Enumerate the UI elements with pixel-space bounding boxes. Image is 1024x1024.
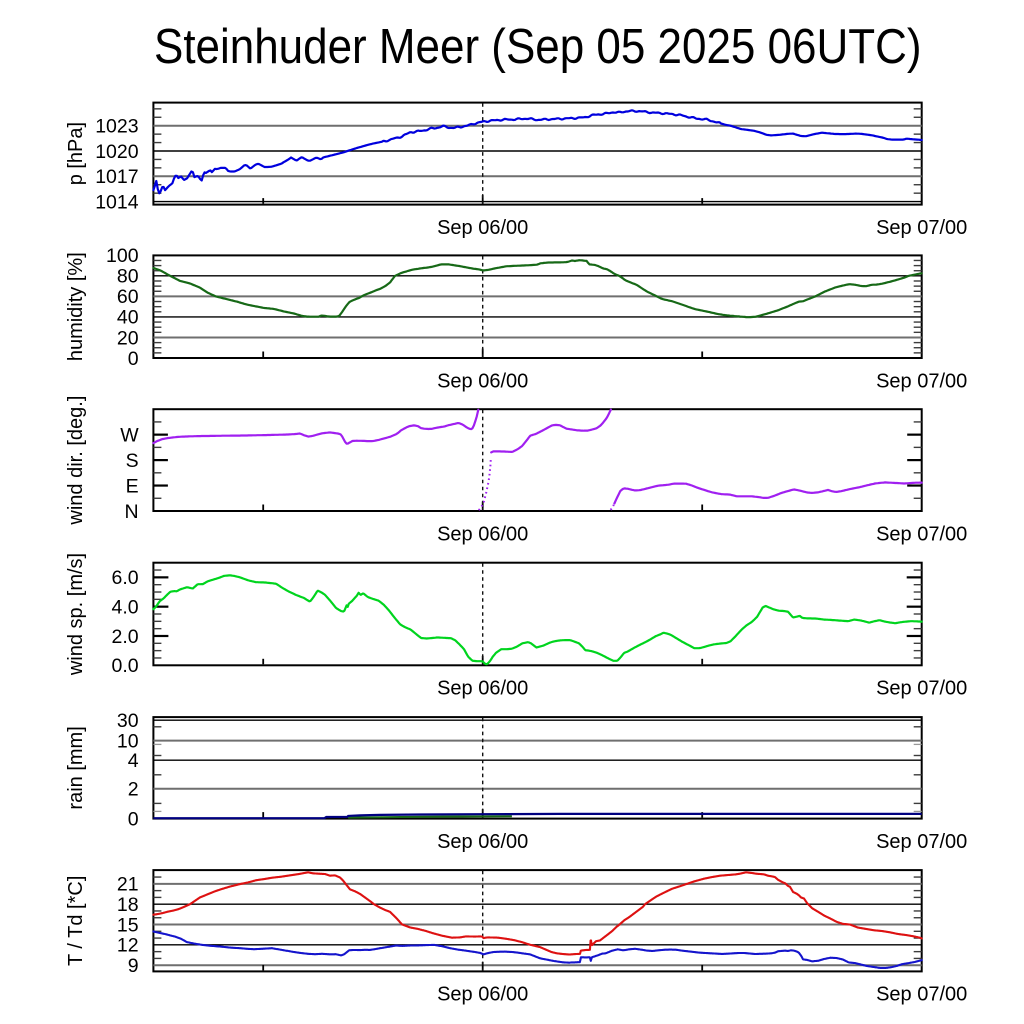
svg-text:1017: 1017 (95, 166, 138, 188)
svg-text:0: 0 (128, 348, 139, 370)
svg-text:Sep 06/00: Sep 06/00 (437, 984, 528, 1006)
svg-text:20: 20 (117, 327, 139, 349)
svg-text:80: 80 (117, 266, 139, 288)
svg-text:humidity [%]: humidity [%] (65, 252, 87, 361)
svg-text:W: W (120, 424, 139, 446)
svg-text:18: 18 (117, 894, 139, 916)
svg-text:21: 21 (117, 874, 139, 896)
svg-text:0: 0 (128, 808, 139, 830)
svg-text:12: 12 (117, 935, 139, 957)
svg-text:10: 10 (117, 730, 139, 752)
svg-text:rain [mm]: rain [mm] (65, 726, 87, 809)
svg-text:1014: 1014 (95, 191, 139, 213)
svg-text:Sep 06/00: Sep 06/00 (437, 678, 528, 700)
svg-text:Steinhuder Meer (Sep 05 2025 0: Steinhuder Meer (Sep 05 2025 06UTC) (154, 20, 922, 74)
svg-text:Sep 07/00: Sep 07/00 (876, 984, 967, 1006)
svg-text:1023: 1023 (95, 115, 138, 137)
svg-text:Sep 07/00: Sep 07/00 (876, 370, 967, 392)
svg-text:S: S (126, 450, 139, 472)
svg-text:40: 40 (117, 307, 139, 329)
svg-text:60: 60 (117, 286, 139, 308)
svg-text:p [hPa]: p [hPa] (65, 122, 87, 185)
svg-text:Sep 07/00: Sep 07/00 (876, 523, 967, 545)
svg-text:Sep 07/00: Sep 07/00 (876, 678, 967, 700)
svg-text:6.0: 6.0 (111, 567, 138, 589)
svg-text:100: 100 (106, 245, 139, 267)
svg-text:E: E (126, 475, 139, 497)
svg-text:0.0: 0.0 (111, 655, 138, 677)
svg-text:2: 2 (128, 779, 139, 801)
svg-text:30: 30 (117, 710, 139, 732)
svg-text:wind dir. [deg.]: wind dir. [deg.] (65, 396, 87, 526)
svg-text:N: N (125, 501, 139, 523)
svg-text:15: 15 (117, 914, 139, 936)
svg-text:T / Td [*C]: T / Td [*C] (65, 876, 87, 966)
svg-text:1020: 1020 (95, 141, 139, 163)
svg-text:9: 9 (128, 955, 139, 977)
svg-text:Sep 07/00: Sep 07/00 (876, 831, 967, 853)
svg-text:Sep 06/00: Sep 06/00 (437, 217, 528, 239)
svg-text:4.0: 4.0 (111, 596, 138, 618)
svg-text:Sep 06/00: Sep 06/00 (437, 370, 528, 392)
svg-text:Sep 06/00: Sep 06/00 (437, 831, 528, 853)
svg-text:4: 4 (128, 750, 139, 772)
svg-text:Sep 06/00: Sep 06/00 (437, 523, 528, 545)
svg-text:2.0: 2.0 (111, 626, 138, 648)
svg-text:Sep 07/00: Sep 07/00 (876, 217, 967, 239)
svg-text:wind sp. [m/s]: wind sp. [m/s] (65, 553, 87, 676)
